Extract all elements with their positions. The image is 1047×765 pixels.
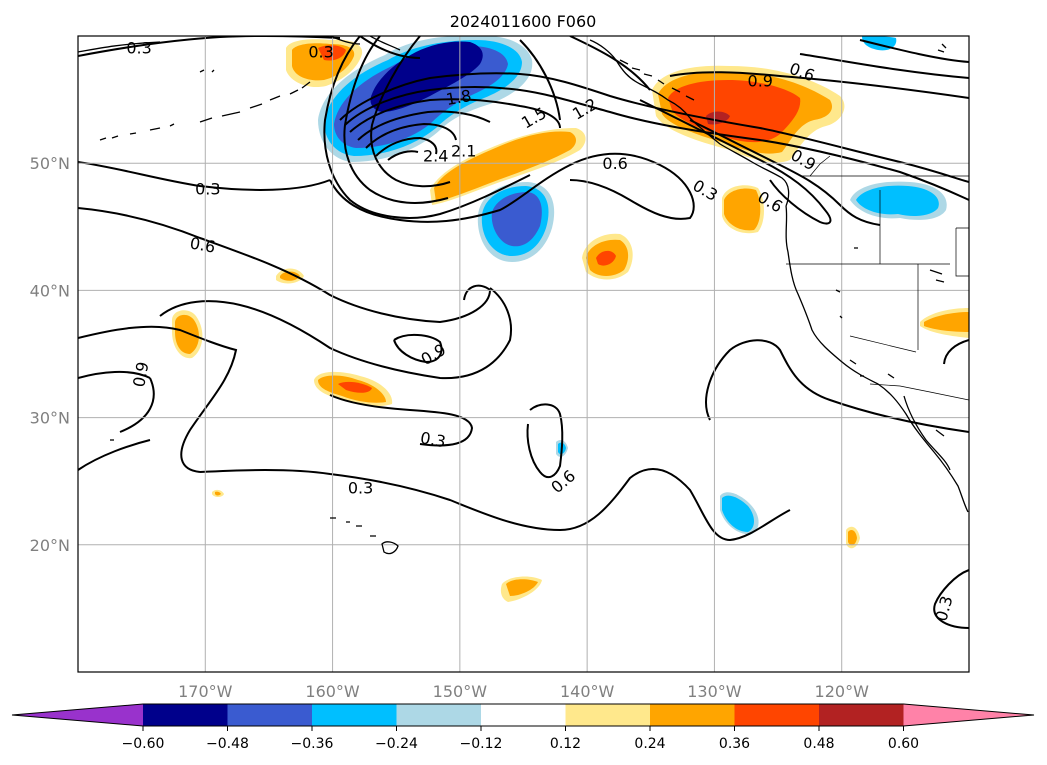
lon-tick-label: 140°W <box>560 682 615 701</box>
colorbar: −0.60 −0.48 −0.36 −0.24 −0.12 0.12 0.24 0.36 0.4… <box>11 703 1035 752</box>
contour-label: 0.9 <box>129 360 152 388</box>
colorbar-tick-label: 0.36 <box>719 736 750 752</box>
shaded-anomalies <box>172 36 969 602</box>
contour-label: 0.6 <box>188 234 216 257</box>
colorbar-segment <box>650 704 736 726</box>
colorbar-tick-label: 0.12 <box>550 736 581 752</box>
contour-label: 0.3 <box>348 479 373 498</box>
colorbar-tick-label: −0.12 <box>460 736 503 752</box>
colorbar-segment <box>481 704 567 726</box>
lon-tick-label: 130°W <box>687 682 742 701</box>
colorbar-segment <box>734 704 820 726</box>
colorbar-tick-label: 0.60 <box>888 736 919 752</box>
contour-label: 0.9 <box>748 72 773 91</box>
colorbar-tick-label: −0.36 <box>291 736 334 752</box>
contour-label: 0.3 <box>419 428 447 451</box>
colorbar-segment <box>565 704 651 726</box>
coastlines <box>78 36 969 555</box>
lon-tick-label: 160°W <box>305 682 360 701</box>
colorbar-segment <box>227 704 313 726</box>
grid-lines <box>78 36 969 672</box>
lat-tick-label: 20°N <box>30 536 70 555</box>
contour-label: 0.6 <box>602 154 627 173</box>
lat-tick-label: 50°N <box>30 154 70 173</box>
map-frame <box>77 35 970 673</box>
contour-label: 1.8 <box>444 86 472 109</box>
colorbar-tick-label: −0.60 <box>122 736 165 752</box>
chart-title: 2024011600 F060 <box>450 12 597 31</box>
contour-label: 0.3 <box>195 180 220 199</box>
lon-tick-label: 120°W <box>815 682 870 701</box>
colorbar-segment <box>312 704 398 726</box>
colorbar-segment <box>396 704 482 726</box>
map-area: 0.3 0.31.81.5 1.22.4 2.10.60.9 0.60.90.3 0.60… <box>78 36 969 672</box>
contour-label: 2.1 <box>451 141 476 160</box>
colorbar-segment <box>143 704 229 726</box>
colorbar-tick-label: 0.48 <box>803 736 834 752</box>
contour-label: 0.3 <box>126 38 151 57</box>
colorbar-tick-label: −0.48 <box>206 736 249 752</box>
colorbar-tick-label: 0.24 <box>634 736 665 752</box>
colorbar-segment <box>819 704 905 726</box>
borders <box>786 155 969 401</box>
lat-tick-label: 40°N <box>30 281 70 300</box>
lon-tick-label: 170°W <box>178 682 233 701</box>
contour-label: 0.3 <box>308 42 333 61</box>
contour-label: 2.4 <box>423 147 448 166</box>
lat-tick-label: 30°N <box>30 409 70 428</box>
axis-ticks: 170°W 160°W 150°W 140°W 130°W 120°W 20°N 30°N 40… <box>30 154 869 701</box>
colorbar-tick-label: −0.24 <box>375 736 418 752</box>
lon-tick-label: 150°W <box>433 682 488 701</box>
colorbar-extend-high <box>903 704 1034 726</box>
colorbar-extend-low <box>12 704 143 726</box>
